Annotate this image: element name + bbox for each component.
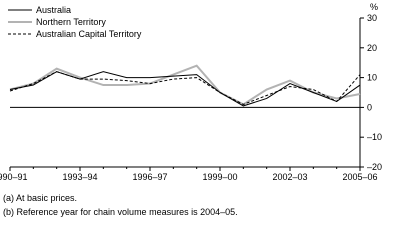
y-tick-label: –20 [367,162,382,172]
x-tick-label: 1990–91 [0,172,28,182]
series-line [9,71,361,105]
y-tick-label: 30 [367,13,377,23]
y-tick-label: 20 [367,43,377,53]
x-tick-label: 1999–00 [202,172,237,182]
footnote: (a) At basic prices. [3,193,77,203]
legend-label: Northern Territory [36,17,106,27]
x-tick-label: 1993–94 [62,172,97,182]
x-tick-label: 2002–03 [272,172,307,182]
footnote: (b) Reference year for chain volume meas… [3,207,238,217]
chart: % (a) At basic prices. (b) Reference yea… [0,2,382,217]
y-tick-label: –10 [367,132,382,142]
legend-label: Australian Capital Territory [36,29,142,39]
x-tick-label: 1996–97 [132,172,167,182]
series-line [9,64,361,106]
legend-label: Australia [36,5,71,15]
y-tick-label: 0 [367,102,372,112]
y-axis-label: % [370,2,378,12]
x-tick-label: 2005–06 [342,172,377,182]
y-tick-label: 10 [367,73,377,83]
